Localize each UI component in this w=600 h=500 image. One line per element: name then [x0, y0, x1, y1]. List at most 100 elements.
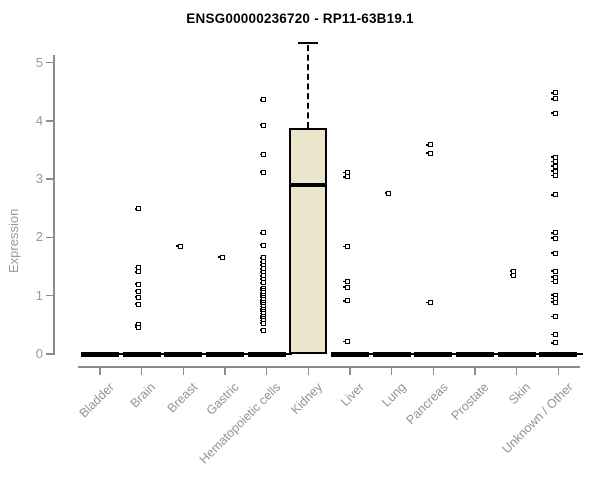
y-tick-label: 3 — [35, 171, 43, 187]
zero-bar-tail — [535, 353, 542, 355]
data-point — [551, 279, 558, 285]
x-tick — [557, 366, 560, 375]
x-tick-label: Kidney — [288, 380, 326, 417]
zero-bar — [539, 351, 578, 357]
zero-bar — [164, 351, 203, 357]
zero-bar-tail — [202, 353, 209, 355]
data-point — [426, 150, 433, 156]
data-point — [426, 142, 433, 148]
x-tick-label: Hematopoietic cells — [197, 380, 284, 467]
data-point — [134, 206, 142, 212]
box-median — [291, 183, 326, 188]
data-point — [259, 152, 267, 158]
data-point — [551, 230, 558, 236]
zero-bar — [81, 351, 119, 357]
zero-bar — [122, 351, 161, 357]
x-tick-label: Gastric — [204, 380, 242, 418]
data-point — [134, 301, 142, 307]
x-axis-line — [78, 366, 580, 368]
zero-bar — [247, 351, 286, 357]
whisker-cap — [298, 41, 319, 45]
data-point — [134, 294, 142, 300]
data-point — [551, 192, 558, 198]
x-tick — [224, 366, 226, 375]
y-tick — [46, 294, 53, 297]
zero-bar-tail — [577, 353, 584, 355]
data-point — [343, 244, 350, 250]
x-tick-label: Bladder — [76, 380, 117, 421]
data-point — [551, 314, 558, 320]
data-point — [134, 269, 142, 275]
y-tick — [46, 178, 53, 180]
x-tick-label: Pancreas — [402, 380, 451, 428]
x-tick — [432, 366, 435, 375]
x-tick-label: Liver — [337, 380, 367, 410]
data-point — [259, 242, 267, 248]
y-axis-line — [53, 54, 55, 355]
y-tick — [46, 120, 53, 122]
x-tick — [140, 366, 143, 375]
data-point — [134, 281, 142, 287]
zero-bar-tail — [285, 353, 292, 355]
data-point — [551, 274, 558, 280]
data-point — [551, 168, 558, 174]
data-point — [551, 159, 558, 165]
y-tick — [46, 353, 53, 355]
zero-bar — [331, 351, 369, 357]
zero-bar-tail — [410, 353, 417, 355]
y-tick-label: 0 — [35, 346, 43, 361]
data-point — [343, 174, 350, 180]
data-point — [259, 230, 267, 236]
y-tick-label: 4 — [35, 112, 43, 128]
data-point — [426, 300, 433, 306]
zero-bar-tail — [244, 353, 250, 355]
zero-bar — [497, 351, 536, 357]
data-point — [343, 284, 350, 290]
data-point — [343, 339, 350, 345]
data-point — [551, 235, 558, 241]
x-tick — [265, 366, 268, 375]
data-point — [551, 250, 558, 256]
data-point — [551, 154, 558, 160]
whisker — [307, 44, 310, 128]
data-point — [134, 288, 142, 294]
zero-bar — [206, 351, 244, 357]
zero-bar — [456, 351, 494, 357]
data-point — [551, 299, 558, 305]
x-tick-label: Breast — [164, 380, 201, 416]
data-point — [259, 169, 267, 175]
data-point — [551, 90, 558, 96]
zero-bar-tail — [452, 353, 459, 355]
x-tick — [474, 366, 476, 375]
y-tick — [46, 61, 53, 64]
zero-bar-tail — [369, 353, 375, 355]
zero-bar — [414, 351, 453, 357]
data-point — [343, 279, 350, 285]
data-point — [259, 327, 267, 333]
x-tick — [307, 366, 310, 375]
zero-bar — [372, 351, 411, 357]
data-point — [551, 96, 558, 102]
x-tick — [390, 366, 393, 375]
x-tick-label: Prostate — [449, 380, 492, 423]
x-tick-label: Lung — [379, 380, 409, 410]
data-point — [551, 268, 558, 274]
box — [289, 127, 328, 354]
data-point — [259, 122, 267, 128]
data-point — [134, 324, 142, 330]
data-point — [259, 320, 267, 326]
data-point — [259, 280, 267, 286]
x-tick-label: Brain — [128, 380, 159, 411]
y-tick-label: 5 — [35, 54, 43, 70]
data-point — [551, 340, 558, 346]
y-tick-label: 2 — [35, 229, 43, 245]
zero-bar-tail — [494, 353, 500, 355]
zero-bar-tail — [119, 353, 125, 355]
data-point — [551, 173, 558, 179]
chart-title: ENSG00000236720 - RP11-63B19.1 — [186, 11, 414, 26]
data-point — [384, 190, 392, 196]
x-tick — [349, 366, 351, 375]
data-point — [176, 243, 183, 249]
zero-bar-tail — [160, 353, 167, 355]
